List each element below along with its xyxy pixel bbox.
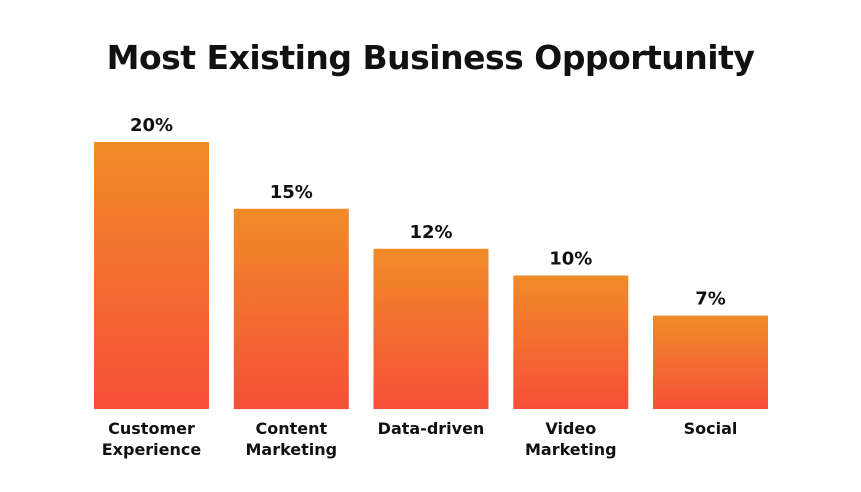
bars-group: 20% Customer Experience 15% Content Marketing… <box>94 115 768 459</box>
category-label-line: Data-driven <box>378 419 485 438</box>
value-label-3: 10% <box>549 249 592 270</box>
value-label-4: 7% <box>695 289 726 310</box>
chart-title: Most Existing Business Opportunity <box>106 38 755 77</box>
bar-2 <box>373 248 489 409</box>
category-label-line: Video <box>545 419 596 438</box>
value-label-1: 15% <box>270 182 313 203</box>
bar-3 <box>513 275 629 409</box>
category-label-line: Marketing <box>525 440 617 459</box>
category-label-line: Marketing <box>245 440 337 459</box>
category-label-4: Social <box>684 419 738 438</box>
category-label-3: Video Marketing <box>525 419 617 459</box>
category-label-2: Data-driven <box>378 419 485 438</box>
bar-4 <box>653 315 768 409</box>
value-label-2: 12% <box>409 222 452 243</box>
category-label-line: Social <box>684 419 738 438</box>
category-label-1: Content Marketing <box>245 419 337 459</box>
category-label-0: Customer Experience <box>102 419 202 459</box>
category-label-line: Content <box>255 419 327 438</box>
bar-0 <box>94 142 209 409</box>
value-label-0: 20% <box>130 115 173 136</box>
category-label-line: Customer <box>108 419 195 438</box>
bar-1 <box>233 208 349 410</box>
category-label-line: Experience <box>102 440 202 459</box>
